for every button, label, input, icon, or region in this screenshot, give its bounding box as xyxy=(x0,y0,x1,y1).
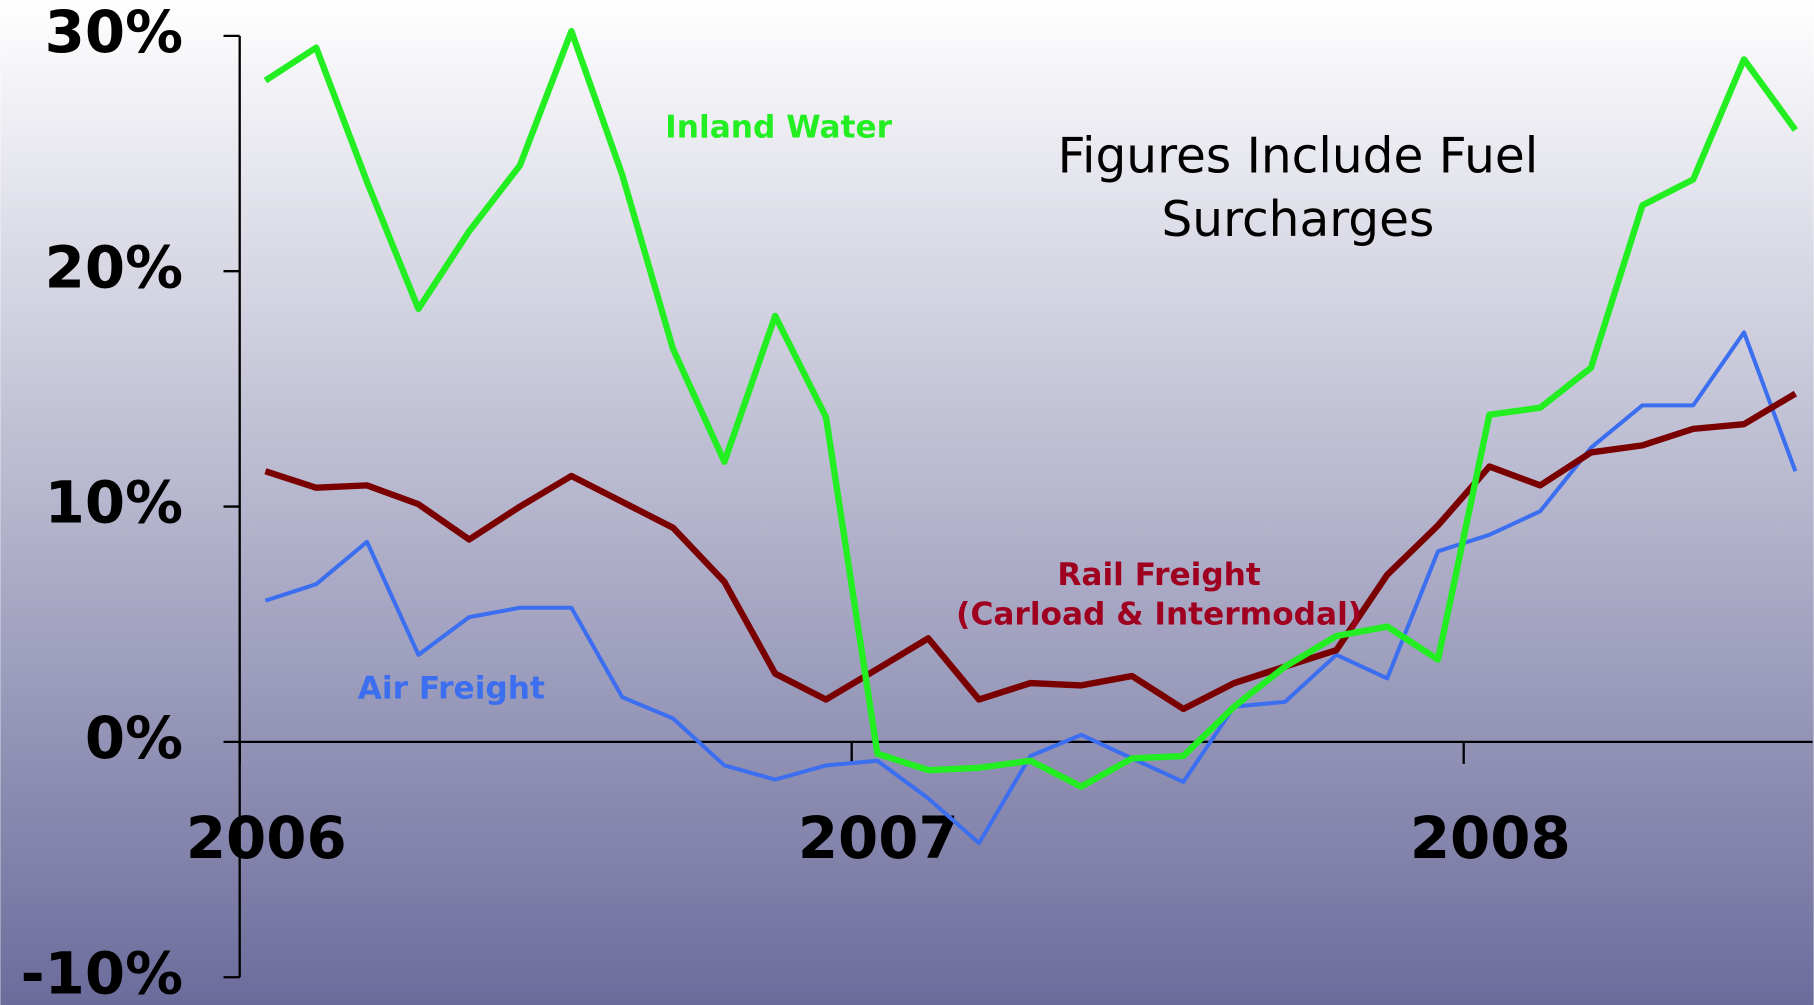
series-line xyxy=(264,330,1798,846)
series-label: Rail Freight xyxy=(1057,557,1261,593)
x-tick-label: 2006 xyxy=(186,804,347,872)
x-tick-label: 2008 xyxy=(1410,804,1571,872)
y-tick-label: 10% xyxy=(45,469,183,537)
series-label: (Carload & Intermodal) xyxy=(956,596,1362,632)
y-tick-label: 30% xyxy=(45,0,183,66)
series-label: Inland Water xyxy=(665,109,893,145)
annotation: Figures Include Fuel xyxy=(1058,129,1539,185)
y-tick-label: 20% xyxy=(45,233,183,301)
series-line xyxy=(264,390,1798,713)
series-label: Air Freight xyxy=(358,670,545,706)
x-tick-label: 2007 xyxy=(798,804,959,872)
annotation: Surcharges xyxy=(1161,192,1434,248)
y-tick-label: 0% xyxy=(85,704,183,772)
series-line xyxy=(263,27,1798,790)
y-tick-label: -10% xyxy=(21,939,183,1005)
